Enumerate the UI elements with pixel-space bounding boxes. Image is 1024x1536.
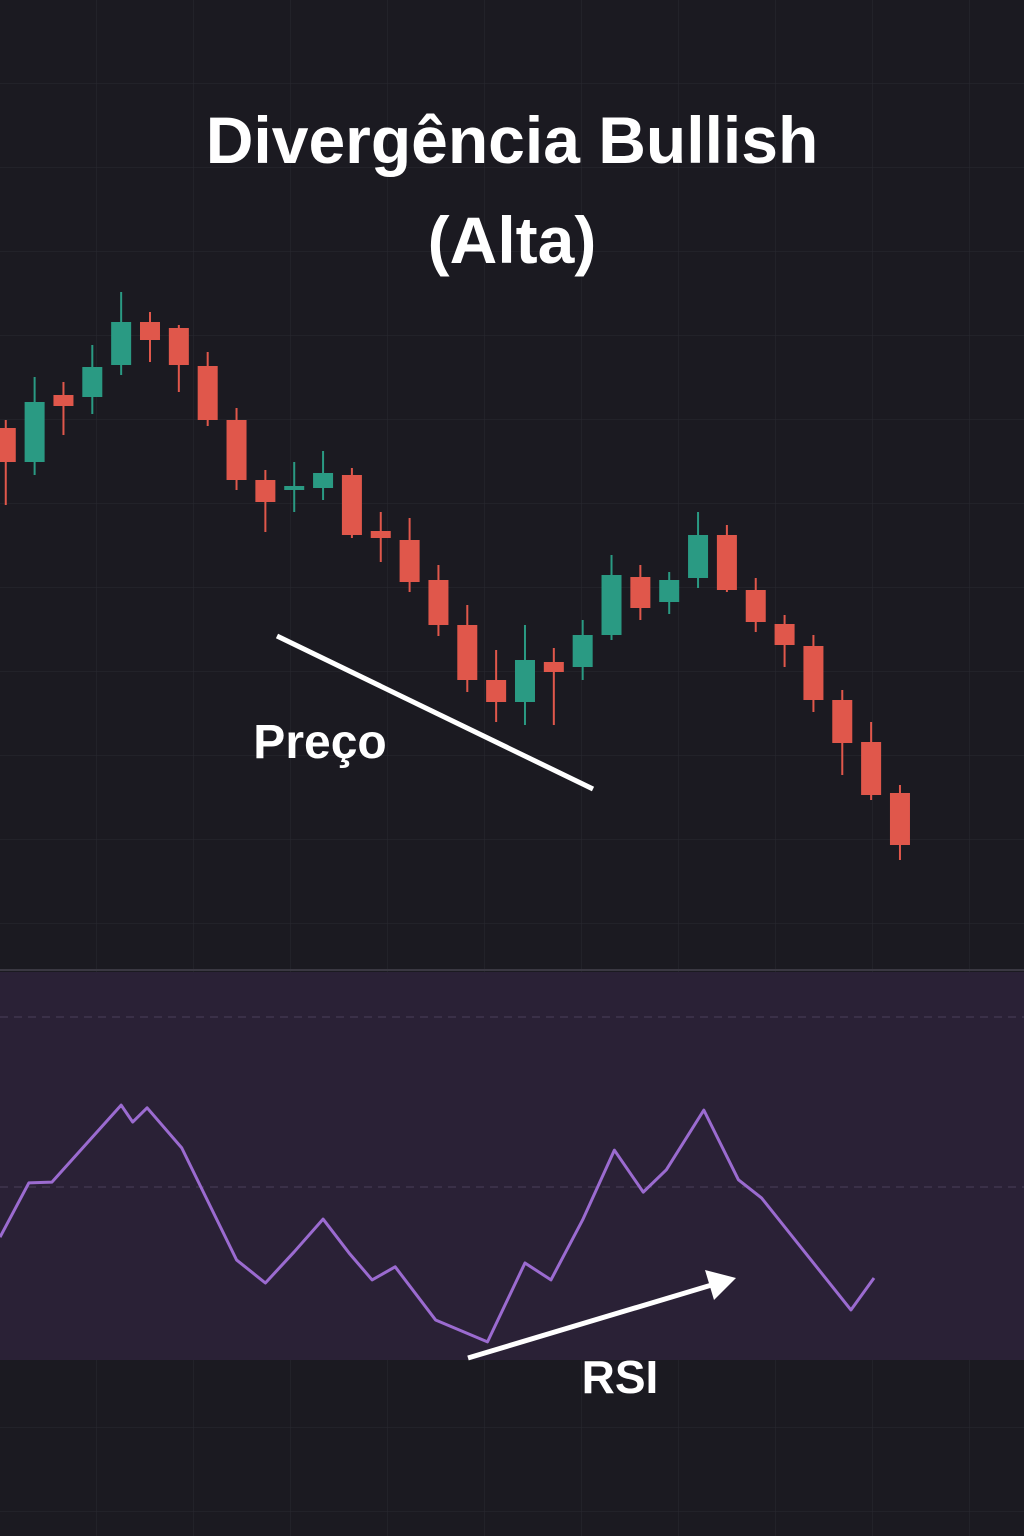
candle-body [0, 428, 16, 462]
candle-body [226, 420, 247, 480]
trend-line [275, 633, 595, 792]
candle-body [514, 660, 535, 702]
candle-body [197, 366, 218, 420]
candle-body [745, 590, 766, 622]
candle-body [630, 577, 651, 608]
candle-body [889, 793, 910, 845]
candle-body [313, 473, 334, 488]
title-line: (Alta) [428, 203, 597, 277]
candle-body [82, 367, 103, 397]
candle-body [53, 395, 74, 406]
candle-body [399, 540, 420, 582]
candle-body [543, 662, 564, 672]
candle-body [255, 480, 276, 502]
candle-body [659, 580, 680, 602]
annotation: RSI [582, 1351, 659, 1403]
candle-body [284, 486, 305, 490]
candle-body [341, 475, 362, 535]
candle-body [370, 531, 391, 538]
candle-body [572, 635, 593, 667]
annotation: Preço [253, 716, 386, 769]
candle-body [139, 322, 160, 340]
title-line: Divergência Bullish [206, 103, 819, 177]
rsi-line [0, 1103, 876, 1344]
candle-body [601, 575, 622, 635]
candle-body [486, 680, 507, 702]
candle-body [24, 402, 45, 462]
candle-body [428, 580, 449, 625]
arrow-head [705, 1270, 736, 1300]
candle-body [688, 535, 709, 578]
candle-body [832, 700, 853, 743]
chart-title: Divergência Bullish (Alta) [206, 103, 819, 277]
candle-body [457, 625, 478, 680]
candle-body [716, 535, 737, 590]
candle-body [774, 624, 795, 645]
trend-arrow [467, 1281, 716, 1361]
candle-body [861, 742, 882, 795]
candle-body [803, 646, 824, 700]
candle-body [111, 322, 132, 365]
rsi-panel [0, 972, 1024, 1360]
candle-body [168, 328, 189, 365]
